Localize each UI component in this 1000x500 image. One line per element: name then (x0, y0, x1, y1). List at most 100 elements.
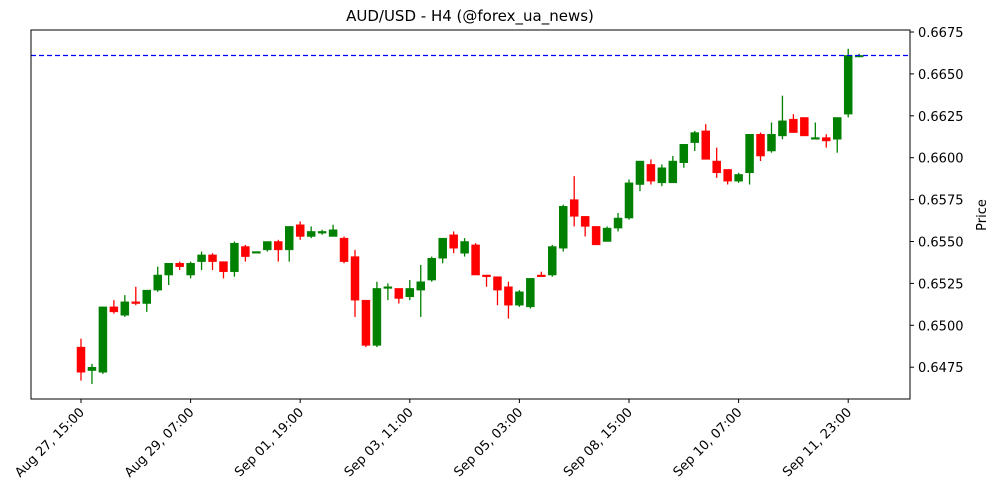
bearish-candle (537, 271, 546, 277)
bullish-candle (526, 278, 535, 309)
x-tick-label: Sep 05, 03:00 (451, 405, 526, 480)
candle-body (394, 288, 404, 299)
candle-body (98, 306, 108, 373)
bullish-candle (767, 122, 776, 153)
bearish-candle (295, 221, 305, 240)
candle-body (339, 237, 349, 262)
candle-body (361, 299, 371, 346)
bullish-candle (252, 251, 261, 254)
y-tick-label: 0.6500 (918, 319, 964, 334)
x-axis: Aug 27, 15:00 Aug 29, 07:00 Sep 01, 19:00 S… (12, 399, 855, 481)
x-tick-label: Aug 27, 15:00 (12, 405, 88, 481)
candle-body (734, 174, 743, 182)
candle-body (832, 117, 842, 140)
y-tick-label: 0.6575 (918, 194, 964, 209)
candle-body (701, 130, 710, 160)
bullish-candle (153, 266, 162, 292)
candle-body (383, 286, 393, 289)
bullish-candle (460, 238, 469, 257)
candle-body (646, 164, 656, 182)
x-tick-label: Sep 11, 23:00 (780, 405, 855, 480)
candle-body (548, 246, 557, 276)
candle-body (602, 227, 612, 242)
candle-body (537, 274, 546, 277)
candle-body (822, 137, 831, 142)
candle-body (504, 286, 513, 306)
bullish-candle (416, 264, 426, 317)
candle-body (789, 118, 798, 133)
bearish-candle (756, 132, 765, 162)
candle-body (745, 133, 754, 174)
bearish-candle (482, 274, 491, 287)
x-tick-label: Aug 29, 07:00 (122, 405, 198, 481)
bearish-candle (493, 276, 502, 306)
bullish-candle (230, 241, 239, 277)
candle-body (197, 254, 206, 262)
bearish-candle (723, 169, 732, 185)
candle-body (679, 144, 689, 163)
candle-body (306, 231, 316, 237)
candle-body (263, 241, 272, 251)
x-tick-label: Sep 03, 11:00 (342, 405, 417, 480)
bearish-candle (175, 261, 184, 270)
bullish-candle (98, 306, 108, 374)
x-tick-label: Sep 10, 07:00 (671, 405, 746, 480)
bearish-candle (394, 288, 404, 304)
bullish-candle (778, 95, 787, 140)
y-tick-label: 0.6550 (918, 236, 964, 251)
candle-body (153, 274, 162, 291)
candle-body (87, 366, 97, 371)
bearish-candle (504, 281, 513, 319)
bullish-candle (427, 256, 436, 282)
candle-body (76, 346, 86, 373)
bearish-candle (580, 216, 590, 237)
bullish-candle (613, 213, 623, 232)
y-tick-label: 0.6600 (918, 152, 964, 167)
bearish-candle (591, 226, 601, 246)
bullish-candle (668, 156, 678, 184)
candle-body (449, 234, 458, 249)
bullish-candle (558, 204, 568, 252)
bullish-candle (197, 251, 206, 270)
candle-body (668, 160, 678, 184)
candle-body (208, 254, 217, 262)
candle-body (317, 231, 327, 234)
y-tick-label: 0.6675 (918, 26, 964, 41)
candle-body (142, 289, 152, 304)
candle-body (284, 226, 294, 251)
bearish-candle (76, 338, 86, 381)
bearish-candle (646, 159, 656, 185)
chart-title: AUD/USD - H4 (@forex_ua_news) (346, 7, 594, 26)
bearish-candle (712, 147, 721, 178)
bullish-candle (120, 295, 130, 317)
candle-body (800, 117, 809, 137)
bullish-candle (306, 226, 316, 239)
bearish-candle (274, 239, 283, 262)
candle-body (120, 301, 130, 316)
plot-frame (30, 29, 911, 400)
bearish-candle (569, 176, 579, 227)
candle-body (778, 120, 787, 137)
candle-body (109, 306, 119, 313)
candle-body (164, 263, 173, 276)
bullish-candle (679, 144, 689, 168)
bullish-candle (87, 363, 97, 384)
candle-body (580, 216, 590, 227)
candle-body (274, 241, 283, 251)
y-tick-label: 0.6650 (918, 68, 964, 83)
candle-body (175, 263, 184, 267)
bullish-candle (405, 280, 415, 301)
candle-body (723, 169, 732, 182)
candle-body (328, 229, 338, 237)
bearish-candle (131, 286, 141, 306)
bullish-candle (263, 241, 272, 252)
candle-body (569, 199, 579, 217)
candle-body (756, 133, 765, 157)
bearish-candle (471, 243, 480, 276)
candle-body (416, 281, 426, 291)
y-tick-label: 0.6525 (918, 277, 964, 292)
candle-body (295, 224, 305, 237)
candle-body (186, 263, 195, 276)
